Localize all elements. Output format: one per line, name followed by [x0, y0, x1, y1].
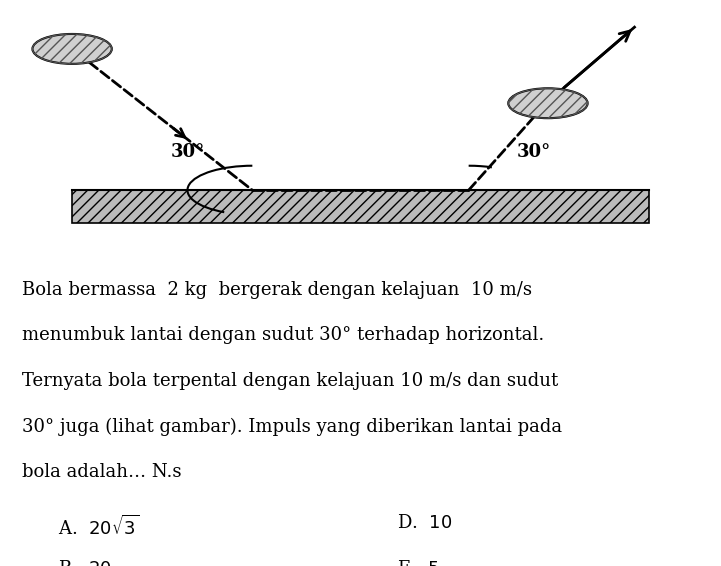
Text: bola adalah… N.s: bola adalah… N.s [22, 463, 181, 481]
Text: 30° juga (lihat gambar). Impuls yang diberikan lantai pada: 30° juga (lihat gambar). Impuls yang dib… [22, 417, 562, 436]
Text: menumbuk lantai dengan sudut 30° terhadap horizontal.: menumbuk lantai dengan sudut 30° terhada… [22, 326, 544, 344]
Text: 30°: 30° [170, 143, 205, 161]
Text: Ternyata bola terpental dengan kelajuan 10 m/s dan sudut: Ternyata bola terpental dengan kelajuan … [22, 372, 558, 390]
Text: D.  $10$: D. $10$ [397, 514, 451, 533]
Bar [72, 190, 649, 223]
Text: A.  $20\sqrt{3}$: A. $20\sqrt{3}$ [58, 514, 139, 539]
Circle shape [508, 88, 588, 118]
Text: B.  $20$: B. $20$ [58, 560, 112, 566]
Text: 30°: 30° [516, 143, 551, 161]
Text: Bola bermassa  2 kg  bergerak dengan kelajuan  10 m/s: Bola bermassa 2 kg bergerak dengan kelaj… [22, 281, 531, 298]
Circle shape [32, 34, 112, 64]
Text: E.  $5$: E. $5$ [397, 560, 439, 566]
